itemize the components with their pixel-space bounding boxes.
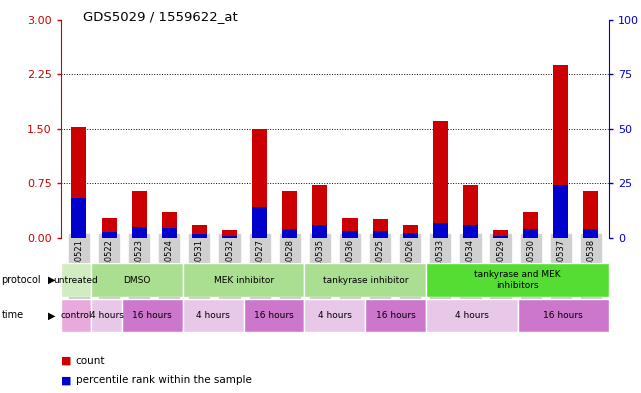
Text: tankyrase inhibitor: tankyrase inhibitor [322, 275, 408, 285]
Bar [222, 230, 237, 238]
Bar [433, 223, 448, 238]
Text: tankyrase and MEK
inhibitors: tankyrase and MEK inhibitors [474, 270, 561, 290]
Bar [342, 218, 358, 238]
Bar [342, 231, 358, 238]
Bar [553, 65, 569, 238]
FancyBboxPatch shape [304, 299, 365, 332]
Bar [162, 212, 177, 238]
Text: DMSO: DMSO [123, 275, 151, 285]
Bar [162, 228, 177, 238]
Text: time: time [1, 310, 24, 320]
Text: protocol: protocol [1, 275, 41, 285]
Bar [71, 198, 87, 238]
Text: 16 hours: 16 hours [544, 311, 583, 320]
Text: 4 hours: 4 hours [318, 311, 352, 320]
Bar [372, 219, 388, 238]
Text: ■: ■ [61, 375, 71, 385]
Text: 16 hours: 16 hours [254, 311, 294, 320]
Bar [493, 230, 508, 238]
Bar [101, 218, 117, 238]
FancyBboxPatch shape [92, 263, 183, 297]
Text: percentile rank within the sample: percentile rank within the sample [76, 375, 251, 385]
FancyBboxPatch shape [183, 263, 304, 297]
Bar [493, 235, 508, 238]
Bar [192, 226, 207, 238]
FancyBboxPatch shape [518, 299, 609, 332]
Text: control: control [60, 311, 92, 320]
FancyBboxPatch shape [426, 299, 518, 332]
Bar [583, 191, 599, 238]
Text: ■: ■ [61, 356, 71, 365]
Text: 4 hours: 4 hours [196, 311, 230, 320]
FancyBboxPatch shape [365, 299, 426, 332]
FancyBboxPatch shape [183, 299, 244, 332]
FancyBboxPatch shape [426, 263, 609, 297]
Bar [463, 226, 478, 238]
Bar [403, 226, 418, 238]
Bar [372, 231, 388, 238]
Text: 4 hours: 4 hours [455, 311, 489, 320]
FancyBboxPatch shape [61, 263, 92, 297]
Bar [583, 229, 599, 238]
Text: ▶: ▶ [48, 310, 56, 320]
Text: 16 hours: 16 hours [376, 311, 416, 320]
Bar [192, 234, 207, 238]
Bar [463, 185, 478, 238]
Bar [131, 191, 147, 238]
Text: GDS5029 / 1559622_at: GDS5029 / 1559622_at [83, 10, 238, 23]
Bar [252, 206, 267, 238]
FancyBboxPatch shape [244, 299, 304, 332]
Bar [433, 121, 448, 238]
FancyBboxPatch shape [61, 299, 92, 332]
Bar [282, 229, 297, 238]
Bar [252, 129, 267, 238]
Bar [101, 232, 117, 238]
Bar [523, 229, 538, 238]
FancyBboxPatch shape [304, 263, 426, 297]
Bar [553, 185, 569, 238]
FancyBboxPatch shape [92, 299, 122, 332]
Text: 4 hours: 4 hours [90, 311, 124, 320]
Bar [312, 225, 328, 238]
FancyBboxPatch shape [122, 299, 183, 332]
Bar [71, 127, 87, 238]
Bar [282, 191, 297, 238]
Bar [222, 235, 237, 238]
Text: count: count [76, 356, 105, 365]
Text: ▶: ▶ [48, 275, 56, 285]
Text: 16 hours: 16 hours [132, 311, 172, 320]
Text: untreated: untreated [54, 275, 99, 285]
Bar [523, 212, 538, 238]
Bar [312, 185, 328, 238]
Text: MEK inhibitor: MEK inhibitor [213, 275, 274, 285]
Bar [403, 233, 418, 238]
Bar [131, 227, 147, 238]
